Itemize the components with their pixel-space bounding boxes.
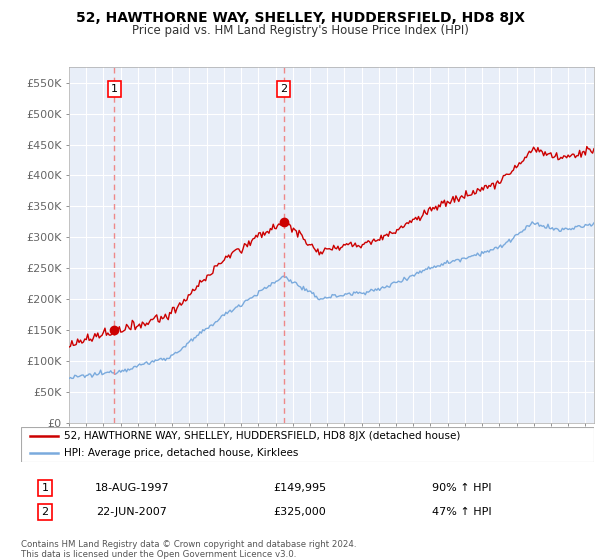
Text: 52, HAWTHORNE WAY, SHELLEY, HUDDERSFIELD, HD8 8JX: 52, HAWTHORNE WAY, SHELLEY, HUDDERSFIELD… (76, 11, 524, 25)
Text: £149,995: £149,995 (274, 483, 326, 493)
Text: Price paid vs. HM Land Registry's House Price Index (HPI): Price paid vs. HM Land Registry's House … (131, 24, 469, 36)
Text: Contains HM Land Registry data © Crown copyright and database right 2024.
This d: Contains HM Land Registry data © Crown c… (21, 540, 356, 559)
Text: 90% ↑ HPI: 90% ↑ HPI (432, 483, 491, 493)
Text: 47% ↑ HPI: 47% ↑ HPI (432, 507, 491, 517)
Text: 52, HAWTHORNE WAY, SHELLEY, HUDDERSFIELD, HD8 8JX (detached house): 52, HAWTHORNE WAY, SHELLEY, HUDDERSFIELD… (64, 431, 460, 441)
Text: HPI: Average price, detached house, Kirklees: HPI: Average price, detached house, Kirk… (64, 449, 298, 458)
Text: 1: 1 (41, 483, 49, 493)
Text: 2: 2 (280, 84, 287, 94)
Text: 1: 1 (111, 84, 118, 94)
Text: 22-JUN-2007: 22-JUN-2007 (97, 507, 167, 517)
FancyBboxPatch shape (21, 427, 594, 462)
Text: £325,000: £325,000 (274, 507, 326, 517)
Text: 2: 2 (41, 507, 49, 517)
Text: 18-AUG-1997: 18-AUG-1997 (95, 483, 169, 493)
